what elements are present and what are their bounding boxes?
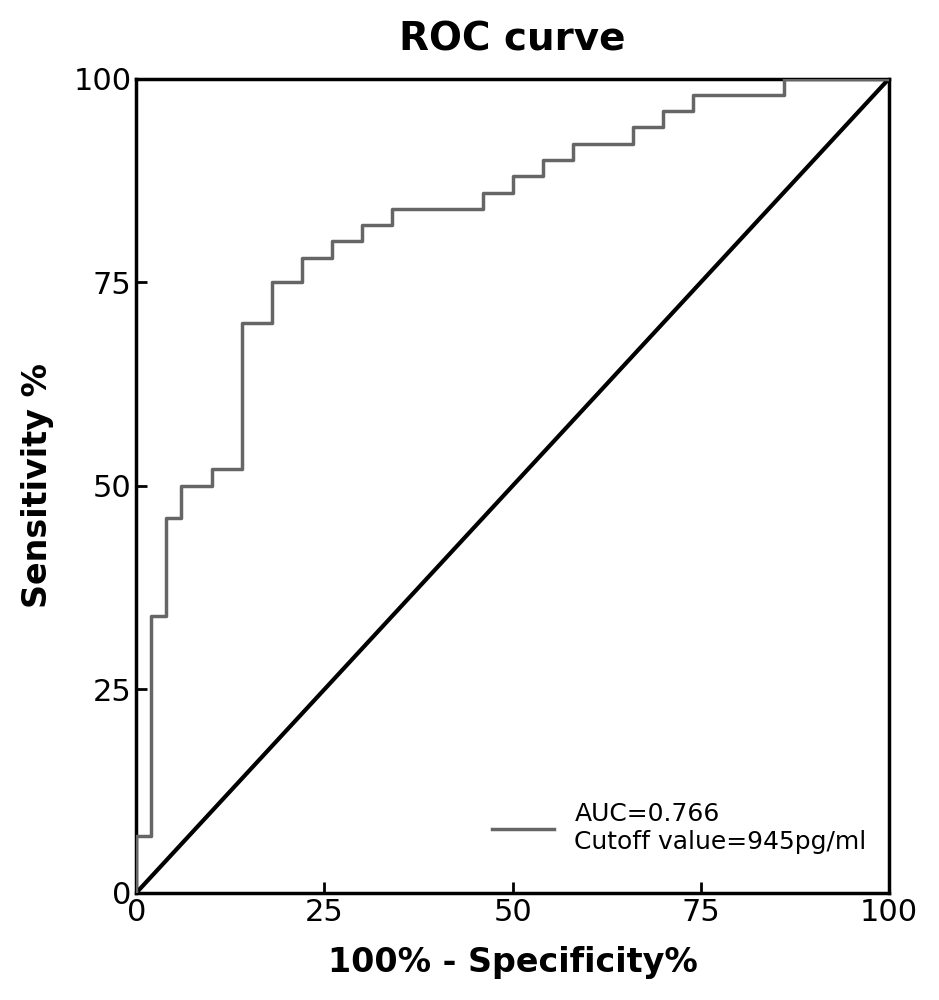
Title: ROC curve: ROC curve xyxy=(399,21,626,59)
Y-axis label: Sensitivity %: Sensitivity % xyxy=(21,363,54,608)
Legend: AUC=0.766
Cutoff value=945pg/ml: AUC=0.766 Cutoff value=945pg/ml xyxy=(482,792,877,864)
X-axis label: 100% - Specificity%: 100% - Specificity% xyxy=(328,946,698,979)
